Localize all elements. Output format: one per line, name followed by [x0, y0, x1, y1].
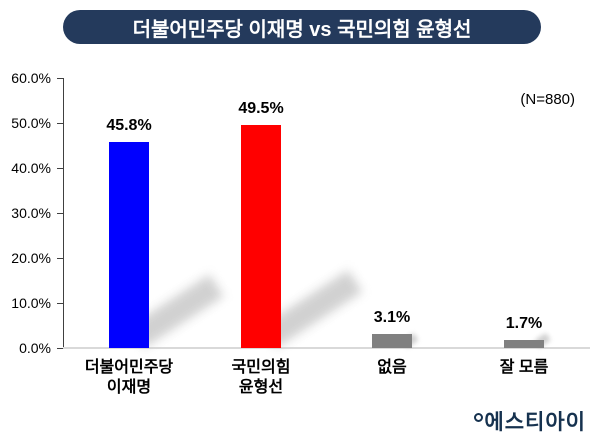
sample-size-label: (N=880): [520, 91, 575, 108]
y-axis-tick-label: 50.0%: [11, 115, 51, 131]
y-axis-tick-label: 20.0%: [11, 250, 51, 266]
y-axis-tick: [57, 258, 63, 259]
x-category-label: 없음: [377, 359, 407, 376]
y-axis-tick: [57, 78, 63, 79]
logo-ring-icon: [474, 413, 484, 422]
bar: [372, 334, 412, 348]
y-axis-tick-label: 30.0%: [11, 205, 51, 221]
bar-value-label: 3.1%: [373, 309, 411, 326]
x-axis-line: [63, 347, 590, 349]
y-axis-tick: [57, 303, 63, 304]
bar: [504, 340, 544, 348]
chart-title: 더불어민주당 이재명 vs 국민의힘 윤형선: [132, 18, 472, 41]
y-axis-tick: [57, 213, 63, 214]
y-axis-tick: [57, 123, 63, 124]
x-category-label: 더불어민주당 이재명: [84, 359, 174, 396]
bar: [109, 142, 149, 348]
y-axis-tick-label: 0.0%: [19, 340, 51, 356]
bar-value-label: 1.7%: [505, 315, 543, 332]
bar-value-label: 45.8%: [106, 117, 152, 134]
y-axis-tick: [57, 168, 63, 169]
x-category-label: 국민의힘 윤형선: [231, 359, 291, 396]
brand-logo: 에스티아이: [474, 411, 586, 435]
y-axis-tick-label: 40.0%: [11, 160, 51, 176]
bar-value-label: 49.5%: [238, 100, 284, 117]
y-axis-tick-label: 10.0%: [11, 295, 51, 311]
y-axis-tick-label: 60.0%: [11, 70, 51, 86]
x-category-label: 잘 모름: [499, 359, 549, 376]
chart-title-bar: 더불어민주당 이재명 vs 국민의힘 윤형선: [63, 10, 541, 44]
y-axis-line: [63, 78, 64, 348]
brand-logo-text: 에스티아이: [484, 411, 586, 434]
bar: [241, 125, 281, 348]
y-axis-tick: [57, 348, 63, 349]
